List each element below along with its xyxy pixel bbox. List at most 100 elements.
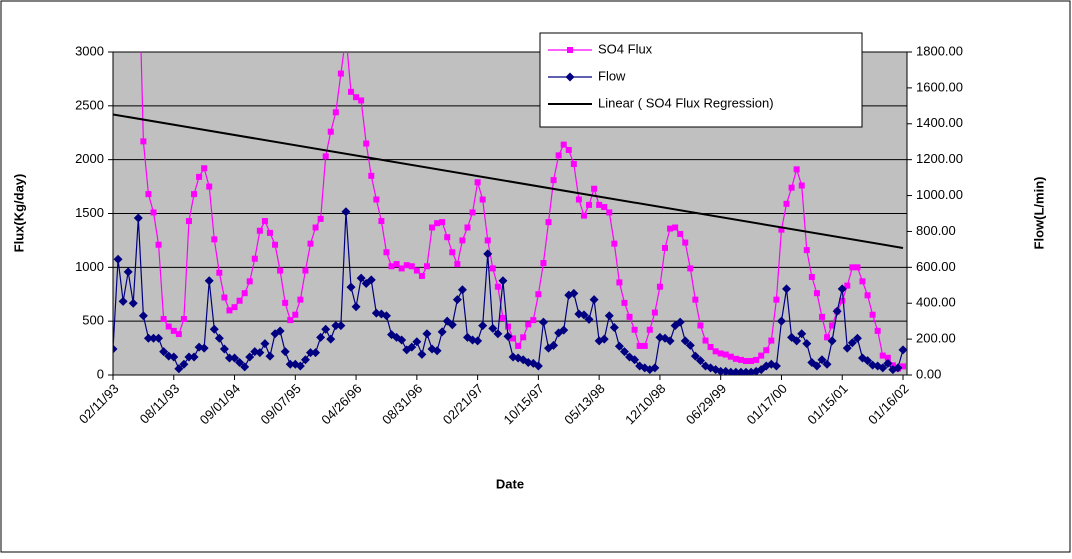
y2-tick-label: 1600.00 bbox=[916, 79, 963, 94]
data-point bbox=[336, 321, 346, 331]
data-point bbox=[256, 227, 263, 234]
data-point bbox=[609, 322, 619, 332]
data-point bbox=[852, 333, 862, 343]
data-point bbox=[550, 177, 557, 184]
data-point bbox=[722, 351, 729, 358]
legend-box bbox=[539, 32, 863, 128]
data-point bbox=[418, 272, 425, 279]
data-point bbox=[763, 347, 770, 354]
y-tick-label: 1000 bbox=[75, 259, 104, 274]
data-point bbox=[782, 284, 792, 294]
y-tick-label: 2000 bbox=[75, 151, 104, 166]
data-point bbox=[695, 356, 705, 366]
data-point bbox=[570, 160, 577, 167]
data-point bbox=[753, 356, 760, 363]
data-point bbox=[515, 342, 522, 349]
data-point bbox=[802, 339, 812, 349]
data-point bbox=[275, 326, 285, 336]
data-point bbox=[479, 196, 486, 203]
data-point bbox=[184, 352, 194, 362]
data-point bbox=[499, 314, 506, 321]
data-point bbox=[185, 218, 192, 225]
data-point bbox=[837, 284, 847, 294]
data-point bbox=[879, 352, 886, 359]
data-point bbox=[206, 183, 213, 190]
data-point bbox=[533, 361, 543, 371]
data-point bbox=[824, 334, 831, 341]
data-point bbox=[302, 267, 309, 274]
data-point bbox=[614, 341, 624, 351]
data-point bbox=[565, 146, 572, 153]
data-point bbox=[596, 201, 603, 208]
data-point bbox=[685, 340, 695, 350]
data-point bbox=[839, 297, 846, 304]
data-point bbox=[483, 249, 493, 259]
data-point bbox=[768, 337, 775, 344]
data-point bbox=[180, 316, 187, 323]
data-point bbox=[454, 261, 461, 268]
data-point bbox=[407, 342, 417, 352]
data-point bbox=[788, 184, 795, 191]
data-point bbox=[606, 209, 613, 216]
y2-tick-label: 600.00 bbox=[916, 259, 956, 274]
data-point bbox=[797, 329, 807, 339]
data-point bbox=[307, 240, 314, 247]
data-point bbox=[776, 316, 786, 326]
data-point bbox=[579, 310, 589, 320]
data-point bbox=[898, 345, 907, 355]
legend-marker bbox=[567, 47, 573, 53]
data-point bbox=[316, 332, 326, 342]
data-point bbox=[434, 220, 441, 227]
data-point bbox=[584, 314, 594, 324]
data-point bbox=[883, 358, 893, 368]
y-tick-label: 0 bbox=[97, 366, 104, 381]
data-point bbox=[356, 273, 366, 283]
data-point bbox=[449, 249, 456, 256]
data-point bbox=[231, 304, 238, 311]
data-point bbox=[591, 185, 598, 192]
data-point bbox=[403, 262, 410, 269]
data-point bbox=[503, 331, 513, 341]
data-point bbox=[417, 349, 427, 359]
y2-tick-label: 200.00 bbox=[916, 331, 956, 346]
data-point bbox=[397, 335, 407, 345]
data-point bbox=[900, 363, 906, 370]
data-point bbox=[616, 279, 623, 286]
data-point bbox=[473, 336, 483, 346]
data-point bbox=[778, 226, 785, 233]
data-point bbox=[159, 347, 169, 357]
trend-line bbox=[113, 113, 904, 249]
data-point bbox=[690, 351, 700, 361]
legend-label: Flow bbox=[598, 68, 626, 83]
data-point bbox=[170, 327, 177, 334]
y2-tick-label: 1000.00 bbox=[916, 187, 963, 202]
data-point bbox=[459, 237, 466, 244]
data-point bbox=[474, 179, 481, 186]
data-point bbox=[792, 336, 802, 346]
data-point bbox=[174, 364, 184, 374]
data-point bbox=[783, 200, 790, 207]
y-axis-title: Flux(Kg/day) bbox=[11, 174, 26, 253]
data-point bbox=[494, 283, 501, 290]
data-point bbox=[457, 285, 467, 295]
data-point bbox=[601, 204, 608, 211]
data-point bbox=[214, 333, 224, 343]
data-point bbox=[812, 361, 822, 371]
data-point bbox=[326, 334, 336, 344]
data-point bbox=[277, 267, 284, 274]
data-point bbox=[331, 321, 341, 331]
data-point bbox=[751, 366, 761, 375]
data-point bbox=[540, 260, 547, 267]
data-point bbox=[878, 363, 888, 373]
data-point bbox=[196, 173, 203, 180]
data-point bbox=[545, 219, 552, 226]
data-point bbox=[793, 166, 800, 173]
data-point bbox=[133, 213, 143, 223]
data-point bbox=[589, 295, 599, 305]
legend-marker bbox=[565, 72, 575, 82]
data-point bbox=[169, 352, 179, 362]
data-point bbox=[292, 311, 299, 318]
data-point bbox=[285, 359, 295, 369]
data-point bbox=[219, 344, 229, 354]
data-point bbox=[818, 313, 825, 320]
